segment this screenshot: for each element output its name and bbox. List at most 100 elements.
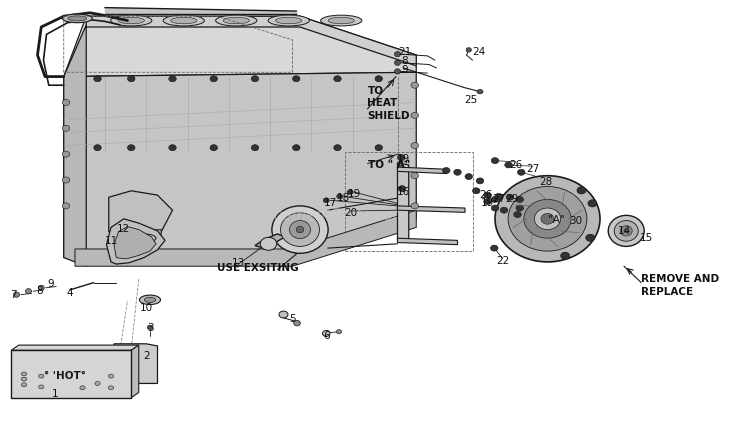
Text: 10: 10 [140,302,153,313]
Ellipse shape [514,212,521,218]
Text: "A": "A" [548,214,565,224]
Ellipse shape [94,77,101,83]
Ellipse shape [216,16,256,27]
Ellipse shape [62,100,70,106]
Ellipse shape [128,145,135,151]
Ellipse shape [336,330,341,334]
Text: ° 'HOT°: ° 'HOT° [44,370,86,380]
Ellipse shape [394,61,400,66]
Ellipse shape [490,246,498,252]
Ellipse shape [132,234,156,243]
Text: 3: 3 [147,322,153,332]
Ellipse shape [272,206,328,254]
Text: 11: 11 [104,236,118,246]
Polygon shape [398,239,458,245]
Ellipse shape [586,235,595,242]
Ellipse shape [411,203,419,209]
Ellipse shape [442,168,450,174]
Ellipse shape [68,17,86,22]
Text: 13: 13 [232,257,245,267]
Ellipse shape [294,321,300,326]
Bar [11,350,131,398]
Ellipse shape [128,77,135,83]
Text: 9: 9 [48,279,54,289]
Ellipse shape [279,311,288,318]
Ellipse shape [334,77,341,83]
Ellipse shape [614,221,638,242]
Text: 27: 27 [526,163,539,174]
Ellipse shape [398,155,405,161]
Ellipse shape [477,90,483,95]
Ellipse shape [394,52,400,58]
Ellipse shape [62,203,70,209]
Ellipse shape [280,213,320,247]
Text: 29: 29 [505,194,518,204]
Ellipse shape [337,194,343,200]
Ellipse shape [321,16,362,27]
Ellipse shape [140,295,160,305]
Polygon shape [398,163,409,243]
Text: 27: 27 [492,194,506,204]
Polygon shape [114,344,158,384]
Ellipse shape [608,216,644,247]
Text: 4: 4 [67,287,73,298]
Ellipse shape [80,386,85,390]
Ellipse shape [516,206,524,212]
Ellipse shape [62,15,92,24]
Bar [345,153,472,252]
Ellipse shape [541,214,554,224]
Ellipse shape [411,83,419,89]
Text: TO
HEAT
SHIELD: TO HEAT SHIELD [368,86,410,120]
Ellipse shape [588,200,597,208]
Ellipse shape [375,145,382,151]
Polygon shape [11,345,139,350]
Ellipse shape [13,292,20,298]
Ellipse shape [144,298,156,303]
Ellipse shape [466,49,471,53]
Ellipse shape [21,383,27,387]
Ellipse shape [210,77,218,83]
Ellipse shape [491,197,499,203]
Ellipse shape [38,286,44,291]
Ellipse shape [260,238,277,251]
Ellipse shape [251,145,259,151]
Text: USE EXSITING: USE EXSITING [217,262,299,273]
Text: 17: 17 [323,197,337,207]
Ellipse shape [62,178,70,184]
Ellipse shape [290,221,310,239]
Ellipse shape [94,145,101,151]
Text: 16: 16 [397,186,410,197]
Ellipse shape [394,70,400,75]
Ellipse shape [108,374,114,378]
Ellipse shape [454,170,461,176]
Text: 8: 8 [37,285,43,295]
Ellipse shape [21,378,27,381]
Ellipse shape [524,200,572,239]
Polygon shape [398,168,446,174]
Ellipse shape [620,226,632,237]
Ellipse shape [465,174,472,180]
Text: 19: 19 [347,188,361,199]
Ellipse shape [164,16,204,27]
Ellipse shape [268,16,309,27]
Ellipse shape [375,77,382,83]
Text: TO " A": TO " A" [368,159,410,169]
Ellipse shape [347,190,353,195]
Text: 18: 18 [337,193,350,203]
Text: 25: 25 [464,95,478,105]
Ellipse shape [210,145,218,151]
Ellipse shape [322,331,330,337]
Ellipse shape [534,209,560,230]
Text: 22: 22 [496,255,509,265]
Polygon shape [131,345,139,398]
Polygon shape [75,211,416,267]
Text: 20: 20 [344,208,358,218]
Ellipse shape [39,374,44,378]
Text: 12: 12 [117,224,130,234]
Ellipse shape [39,385,44,389]
Polygon shape [398,206,465,213]
Ellipse shape [411,173,419,179]
Ellipse shape [334,145,341,151]
Ellipse shape [292,77,300,83]
Ellipse shape [472,188,480,194]
